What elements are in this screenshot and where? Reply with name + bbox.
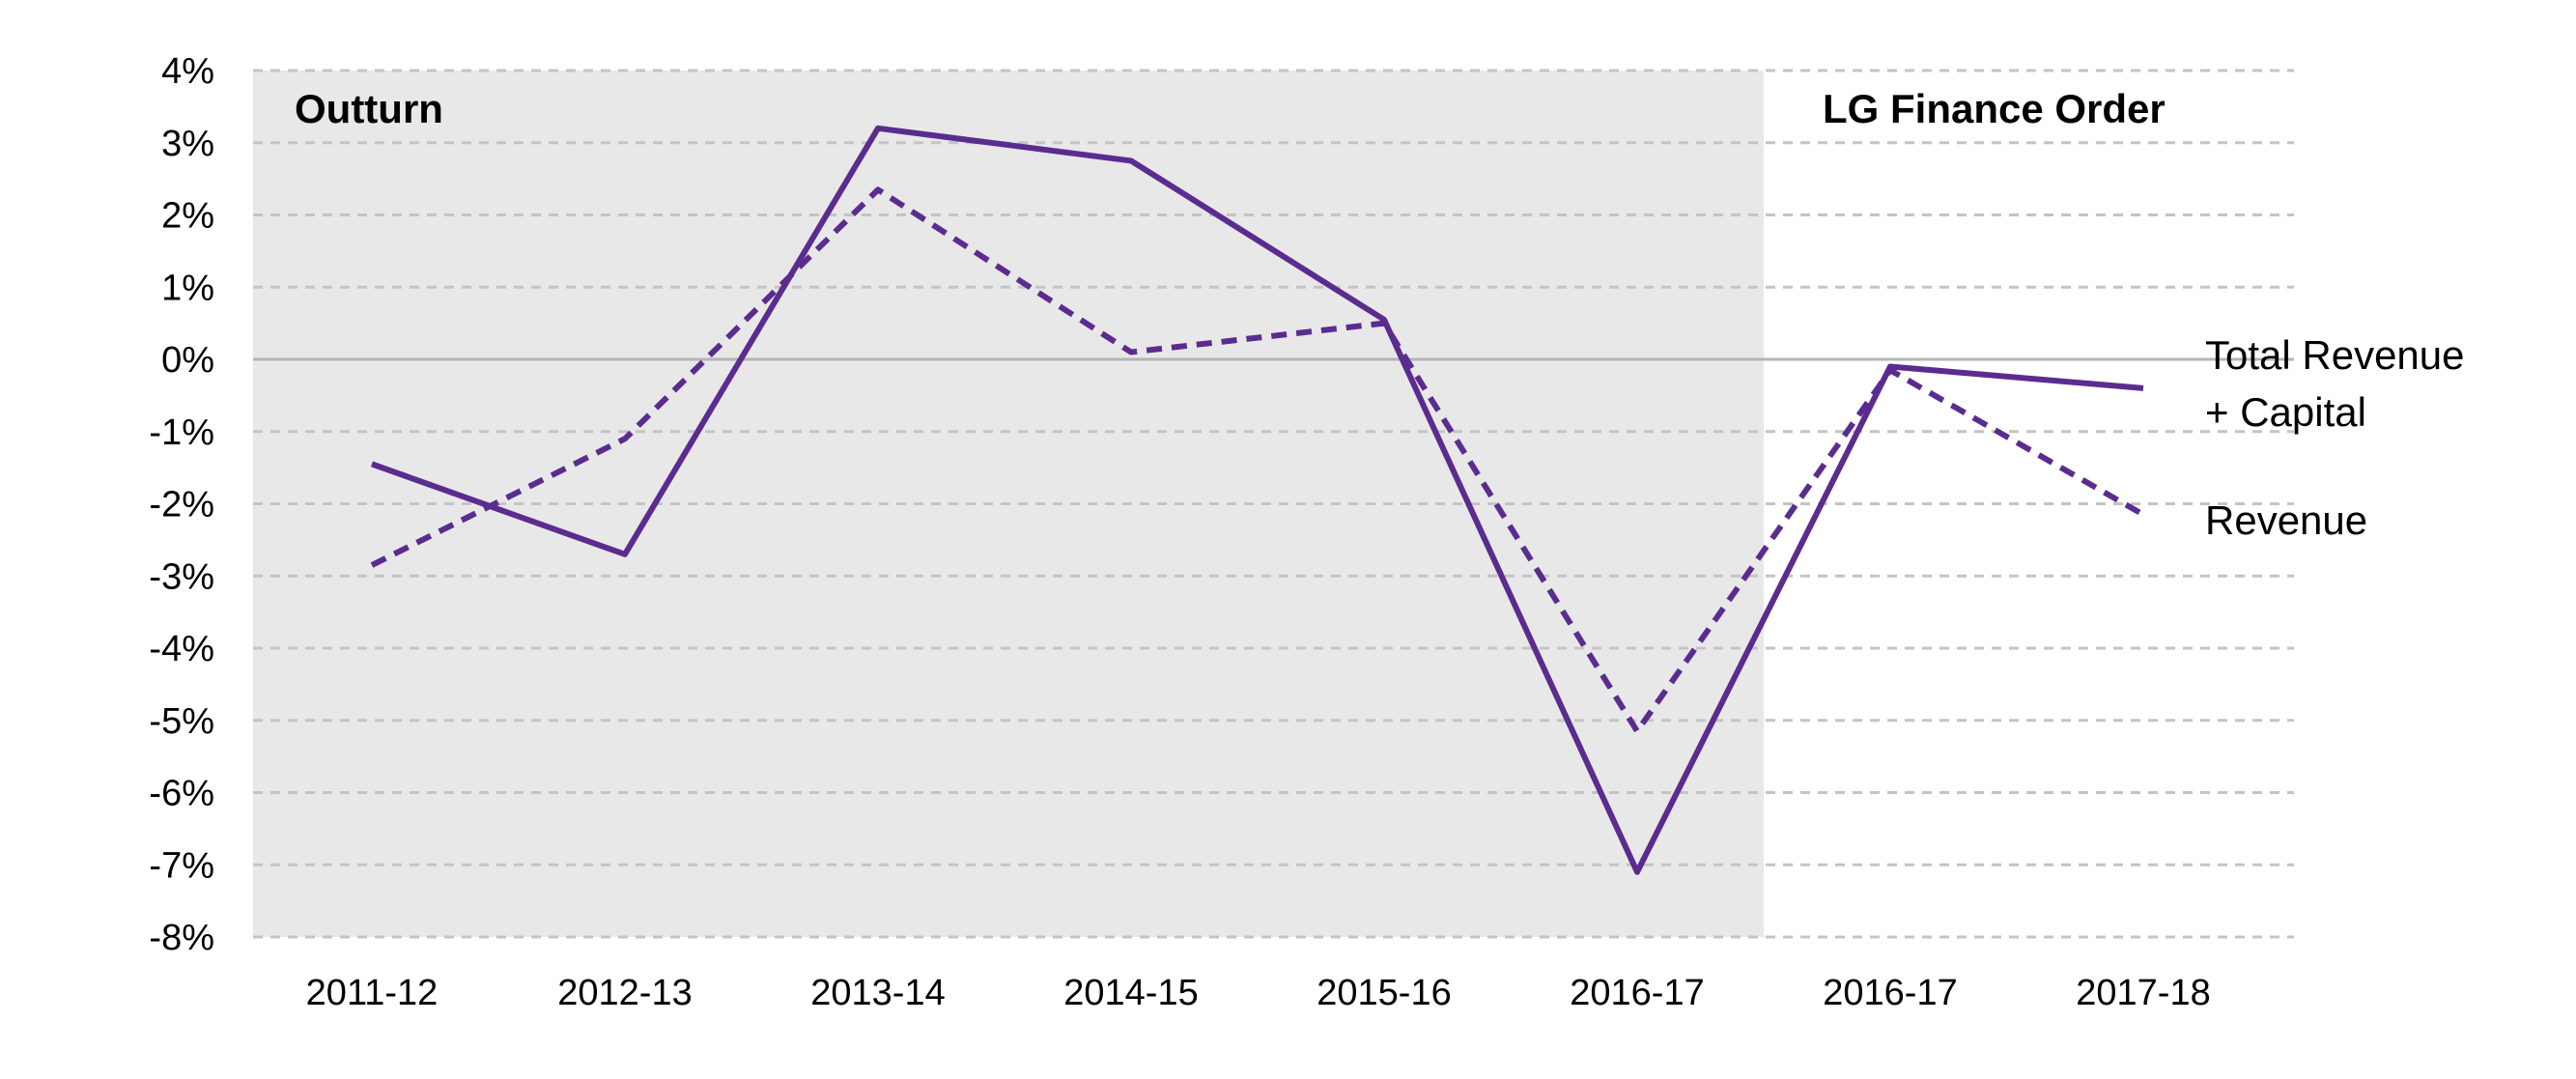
chart-labels: Outturn LG Finance Order Total Revenue + Ca… — [295, 86, 2465, 543]
y-tick-label: -5% — [149, 701, 214, 742]
region-label-lg-finance-order: LG Finance Order — [1823, 86, 2166, 131]
series-label-total-revenue-capital: Total Revenue — [2205, 332, 2465, 378]
y-tick-label: 1% — [161, 268, 214, 308]
series-label-total-revenue-capital: + Capital — [2205, 389, 2366, 435]
series-label-revenue: Revenue — [2205, 497, 2367, 543]
y-tick-label: -3% — [149, 556, 214, 597]
x-tick-label: 2015-16 — [1316, 973, 1451, 1013]
x-tick-label: 2011-12 — [306, 973, 439, 1013]
region-label-outturn: Outturn — [295, 86, 443, 131]
y-tick-label: -2% — [149, 485, 214, 525]
y-tick-label: 2% — [161, 196, 214, 237]
x-tick-label: 2016-17 — [1823, 973, 1957, 1013]
series-lines — [370, 125, 2145, 875]
y-axis: 4% 3% 2% 1% 0% -1% -2% -3% -4% -5% -6% -7% -8% — [149, 51, 214, 958]
x-tick-label: 2014-15 — [1063, 973, 1198, 1013]
y-tick-label: -4% — [149, 629, 214, 669]
x-axis: 2011-12 2012-13 2013-14 2014-15 2015-16 2016-… — [306, 973, 2211, 1013]
y-tick-label: 4% — [161, 51, 214, 92]
x-tick-label: 2016-17 — [1570, 973, 1704, 1013]
x-tick-label: 2012-13 — [557, 973, 692, 1013]
x-tick-label: 2017-18 — [2076, 973, 2210, 1013]
y-tick-label: -7% — [149, 845, 214, 886]
y-tick-label: 0% — [161, 340, 214, 381]
revenue-line — [370, 186, 2145, 734]
grid-lines — [253, 69, 2294, 939]
x-tick-label: 2013-14 — [810, 973, 945, 1013]
y-tick-label: 3% — [161, 124, 214, 164]
total-revenue-capital-line — [370, 125, 2144, 875]
y-tick-label: -1% — [149, 412, 214, 453]
y-tick-label: -6% — [149, 774, 214, 814]
y-tick-label: -8% — [149, 918, 214, 958]
